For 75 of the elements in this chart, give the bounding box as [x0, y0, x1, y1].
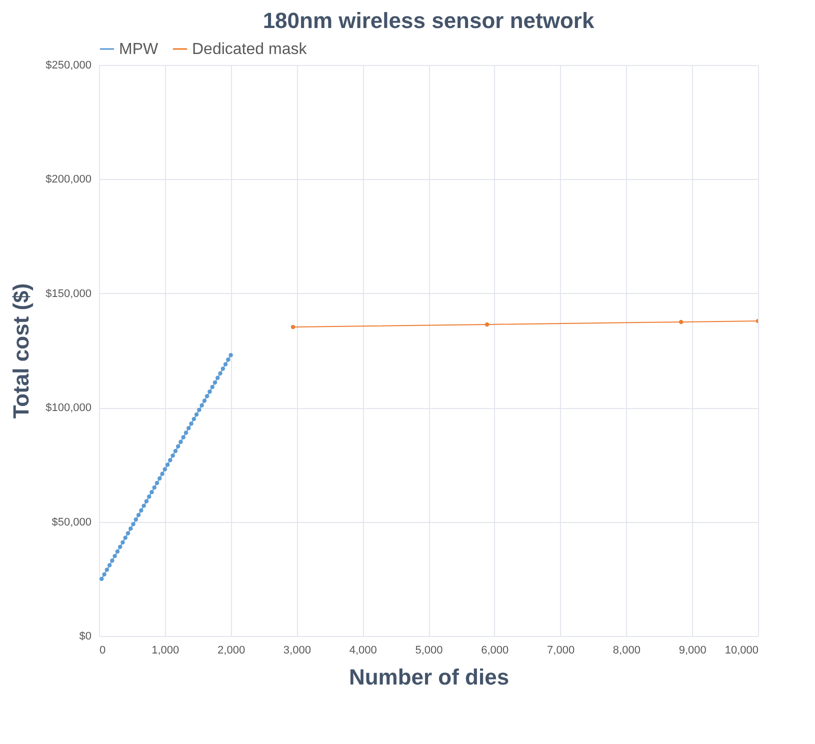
point — [102, 572, 106, 576]
point — [165, 462, 170, 467]
point — [139, 508, 144, 512]
x-tick-label: 4,000 — [349, 644, 377, 656]
point — [120, 540, 125, 544]
point — [197, 408, 202, 412]
x-tick-label: 5,000 — [415, 644, 443, 656]
point — [104, 568, 110, 572]
x-tick-label: 8,000 — [612, 644, 640, 656]
x-axis-title: Number of dies — [348, 664, 510, 690]
point — [142, 504, 146, 508]
point — [126, 531, 130, 536]
y-tick-label: $50,000 — [52, 516, 92, 528]
x-tick-label: 3,000 — [283, 644, 311, 656]
point — [152, 485, 156, 490]
point — [220, 366, 226, 371]
x-tick-label: 7,000 — [547, 644, 575, 656]
x-tick-label: 6,000 — [481, 644, 509, 656]
point — [158, 476, 162, 481]
point — [210, 384, 214, 390]
point — [186, 426, 191, 430]
point — [226, 358, 230, 362]
point — [181, 435, 186, 440]
point — [189, 421, 194, 426]
point — [146, 494, 152, 499]
point — [154, 480, 160, 486]
point — [118, 544, 122, 550]
point — [162, 467, 168, 472]
x-tick-label: 9,000 — [678, 644, 706, 656]
x-tick-label: 1,000 — [152, 644, 180, 656]
y-axis-title: Total cost ($) — [8, 283, 34, 419]
point — [128, 526, 133, 531]
y-tick-label: $0 — [79, 630, 92, 642]
point — [150, 490, 154, 494]
point — [176, 444, 180, 449]
point — [223, 362, 228, 366]
y-tick-label: $100,000 — [46, 402, 92, 414]
point — [208, 389, 212, 394]
y-tick-label: $150,000 — [46, 288, 92, 300]
point — [160, 472, 164, 476]
legend-label: Dedicated mask — [192, 41, 308, 58]
point — [218, 371, 222, 376]
point — [131, 522, 136, 526]
y-tick-label: $200,000 — [46, 174, 92, 186]
point — [212, 380, 218, 385]
point — [678, 320, 684, 324]
point — [136, 512, 141, 518]
point — [168, 458, 172, 462]
point — [134, 517, 138, 522]
point — [178, 440, 183, 444]
point — [290, 324, 296, 330]
point — [110, 558, 114, 563]
x-tick-label: 2,000 — [218, 644, 246, 656]
point — [192, 416, 196, 422]
point — [100, 576, 104, 582]
legend-label: MPW — [119, 41, 159, 58]
y-tick-label: $250,000 — [46, 60, 92, 72]
chart-title: 180nm wireless sensor network — [262, 8, 595, 33]
point — [202, 398, 207, 403]
x-tick-label: 0 — [100, 644, 106, 656]
point — [200, 403, 204, 408]
point — [228, 352, 233, 358]
point — [484, 322, 490, 327]
point — [123, 536, 128, 540]
point — [204, 394, 210, 398]
point — [144, 499, 149, 504]
point — [173, 448, 178, 454]
point — [107, 563, 112, 568]
point — [170, 453, 175, 458]
x-tick-label: 10,000 — [724, 644, 758, 656]
point — [112, 554, 117, 558]
point — [184, 430, 188, 435]
point — [216, 376, 220, 380]
point — [115, 549, 120, 554]
point — [194, 412, 199, 417]
